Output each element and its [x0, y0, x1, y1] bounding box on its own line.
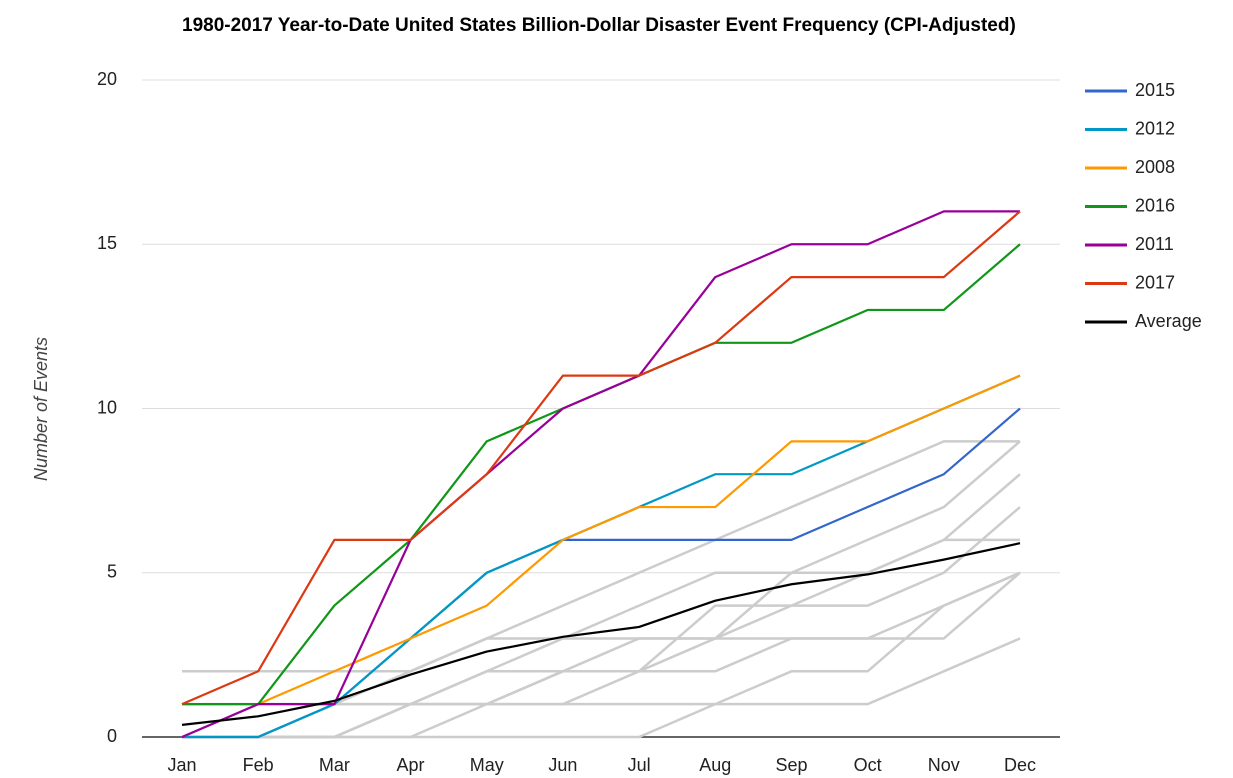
- y-tick-label: 5: [107, 562, 117, 582]
- x-tick-label: Oct: [854, 755, 882, 775]
- legend-label: 2012: [1135, 118, 1175, 138]
- legend-label: 2016: [1135, 195, 1175, 215]
- legend-label: Average: [1135, 311, 1202, 331]
- x-tick-label: Aug: [699, 755, 731, 775]
- y-axis-label: Number of Events: [31, 337, 51, 481]
- x-tick-label: Jul: [628, 755, 651, 775]
- legend-label: 2011: [1135, 234, 1174, 254]
- x-tick-label: Jun: [548, 755, 577, 775]
- background-line: [182, 571, 1021, 739]
- chart-title: 1980-2017 Year-to-Date United States Bil…: [182, 15, 1016, 36]
- series-line: [181, 210, 1020, 739]
- x-tick-label: Nov: [928, 755, 960, 775]
- x-tick-label: Dec: [1004, 755, 1036, 775]
- x-tick-label: May: [470, 755, 504, 775]
- background-line: [182, 506, 1021, 673]
- y-tick-label: 10: [97, 397, 117, 417]
- series-line: [182, 374, 1021, 706]
- y-tick-label: 20: [97, 69, 117, 89]
- x-tick-label: Sep: [775, 755, 807, 775]
- background-line: [182, 538, 1020, 739]
- series-line: [181, 542, 1021, 726]
- x-tick-label: Apr: [397, 755, 425, 775]
- legend-label: 2017: [1135, 272, 1175, 292]
- legend-label: 2008: [1135, 157, 1175, 177]
- series-line: [181, 210, 1021, 706]
- background-line: [182, 473, 1021, 739]
- y-tick-label: 0: [107, 726, 117, 746]
- y-tick-label: 15: [97, 233, 117, 253]
- series-line: [182, 243, 1021, 706]
- x-tick-label: Feb: [243, 755, 274, 775]
- x-tick-label: Jan: [167, 755, 196, 775]
- legend-label: 2015: [1135, 80, 1175, 100]
- x-tick-label: Mar: [319, 755, 350, 775]
